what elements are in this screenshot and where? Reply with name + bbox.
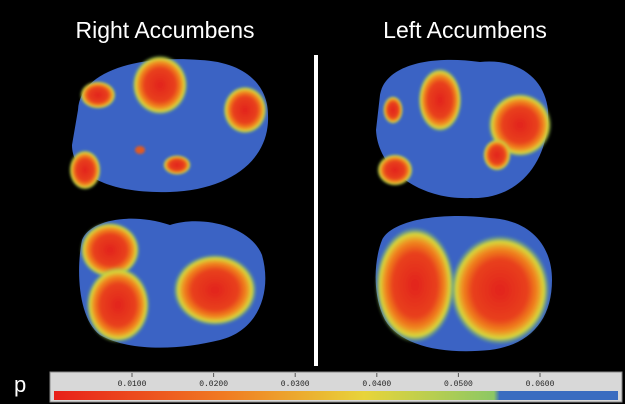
bottom-right-surface [375,216,552,351]
figure: Right Accumbens Left Accumbens [0,0,625,404]
colorbar-tick-label: 0.0200 [199,380,228,389]
colorbar-label: p [14,372,26,397]
panel-title: Right Accumbens [76,17,255,43]
colorbar-tick-label: 0.0600 [526,380,555,389]
panel-title: Left Accumbens [383,17,547,43]
background [0,0,625,404]
colorbar-tick-label: 0.0300 [281,380,310,389]
colorbar-tick-label: 0.0500 [444,380,473,389]
bottom-left-surface [79,219,265,348]
colorbar [54,391,618,400]
colorbar-tick-label: 0.0400 [362,380,391,389]
colorbar-tick-label: 0.0100 [118,380,147,389]
